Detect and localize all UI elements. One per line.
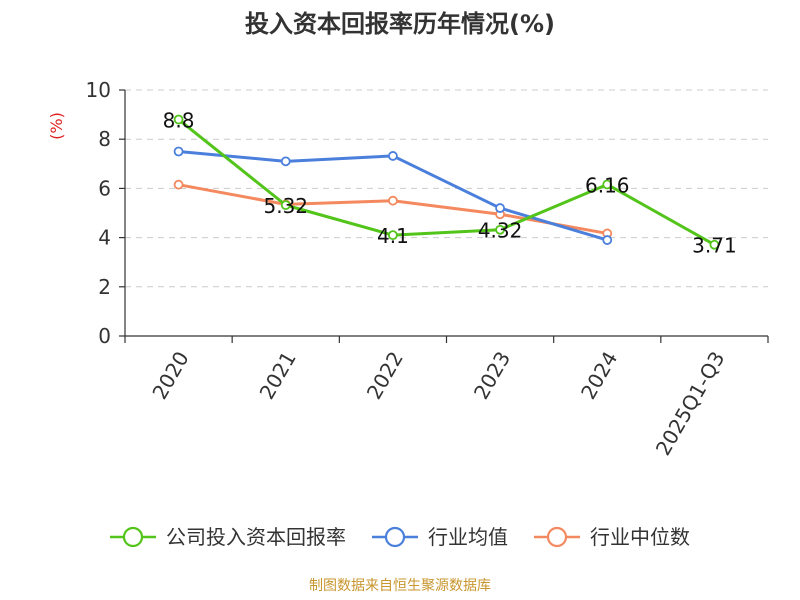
data-point	[280, 200, 291, 211]
y-tick-label: 6	[98, 176, 111, 200]
data-point	[173, 114, 184, 125]
grid-layer	[125, 89, 768, 288]
data-label: 8.8	[163, 109, 195, 133]
x-tick-label: 2022	[362, 347, 408, 403]
data-point	[602, 179, 613, 190]
legend-label: 公司投入资本回报率	[166, 525, 346, 549]
data-point	[388, 195, 398, 206]
legend-item-0: 公司投入资本回报率	[110, 525, 346, 549]
x-tick-label: 2020	[147, 347, 193, 403]
data-point	[495, 203, 505, 213]
legend-item-1: 行业均值	[372, 525, 508, 549]
data-point	[709, 239, 720, 250]
y-tick-label: 4	[98, 226, 111, 250]
data-label: 4.32	[478, 219, 523, 243]
chart-title: 投入资本回报率历年情况(%)	[245, 10, 555, 38]
data-point	[602, 235, 613, 245]
data-label: 5.32	[263, 194, 308, 218]
legend-marker	[384, 526, 406, 548]
axis-layer: 0 2 4 6 8 10 2020 2021 2022 2023 2024 2025Q1-Q3	[86, 78, 769, 460]
data-point	[388, 151, 398, 161]
series-line-0	[177, 118, 716, 247]
data-point	[173, 146, 184, 157]
x-tick-label: 2025Q1-Q3	[651, 347, 730, 459]
x-tick-label: 2023	[469, 347, 515, 403]
data-point	[173, 179, 184, 190]
legend-marker	[546, 526, 568, 548]
series-layer	[173, 114, 720, 250]
y-axis-label: (%)	[47, 112, 66, 140]
data-point	[495, 224, 505, 235]
legend-marker	[122, 526, 144, 548]
data-label: 3.71	[692, 234, 737, 258]
data-label-layer: 8.8 5.32 4.1 4.32 6.16 3.71	[163, 109, 737, 258]
y-tick-label: 2	[98, 275, 111, 299]
legend-item-2: 行业中位数	[534, 525, 690, 549]
y-tick-label: 0	[98, 324, 111, 348]
data-point	[388, 230, 398, 241]
data-label: 6.16	[585, 173, 630, 197]
data-label: 4.1	[377, 224, 409, 248]
x-tick-label: 2024	[576, 347, 622, 403]
y-tick-label: 8	[98, 127, 111, 151]
legend: 公司投入资本回报率 行业均值 行业中位数	[110, 525, 690, 549]
y-tick-label: 10	[86, 78, 111, 102]
data-point	[280, 156, 291, 167]
legend-label: 行业中位数	[590, 525, 690, 549]
source-note: 制图数据来自恒生聚源数据库	[309, 578, 491, 594]
legend-label: 行业均值	[428, 525, 508, 549]
x-tick-label: 2021	[255, 347, 301, 403]
